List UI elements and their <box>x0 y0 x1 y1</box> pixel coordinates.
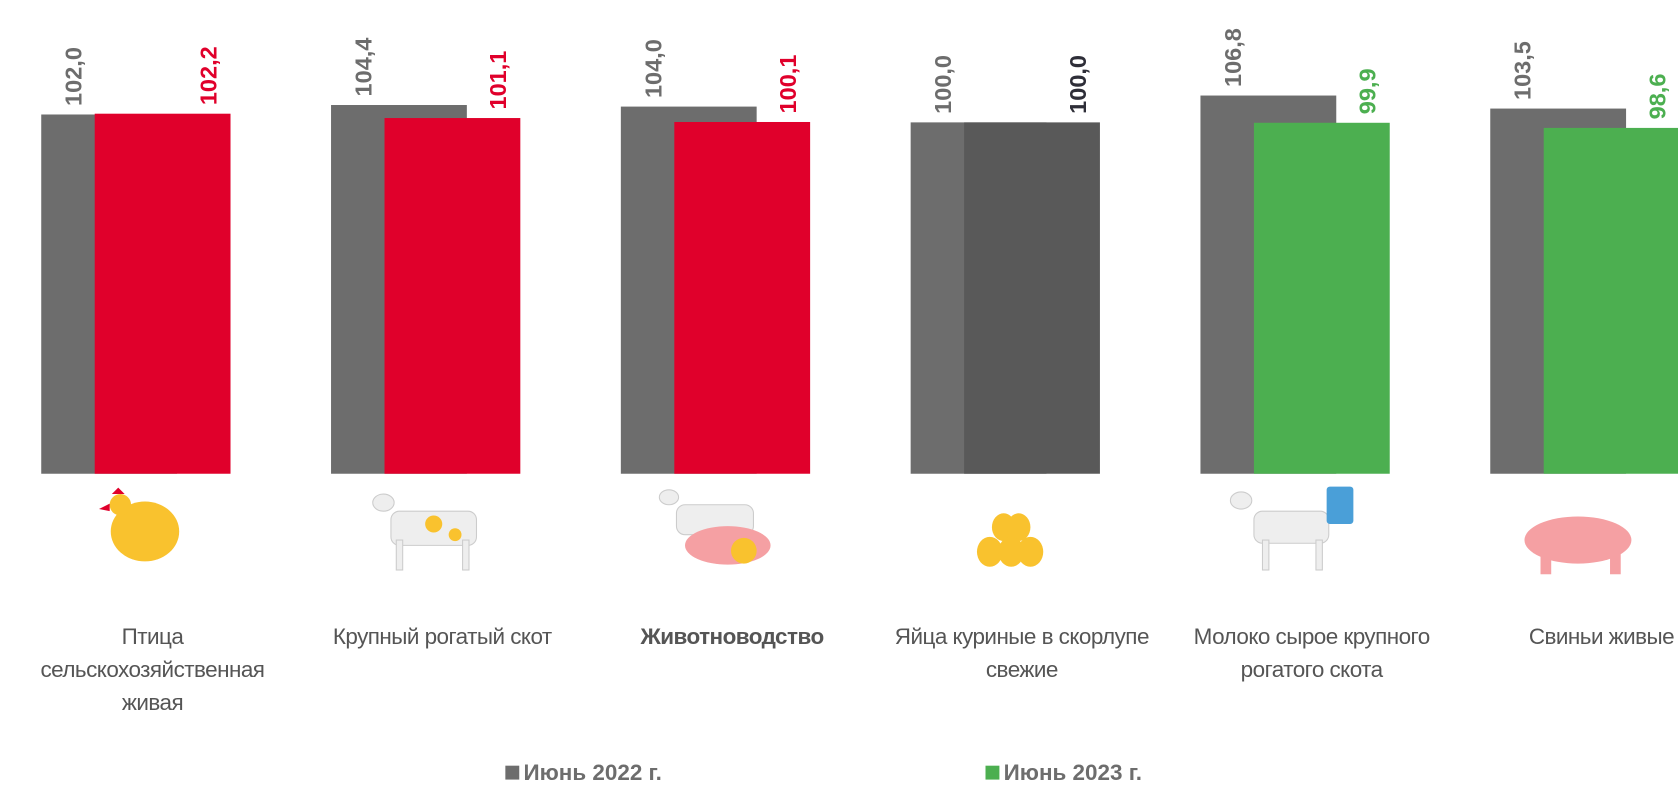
category-box: Яйца куриные в скорлупе свежие <box>894 624 1150 683</box>
icons <box>98 486 1632 575</box>
category-label: Яйца куриные в скорлупе свежие <box>894 624 1150 683</box>
value-label: 102,0 <box>61 47 87 106</box>
value-label: 99,9 <box>1355 68 1381 114</box>
category-box: Животноводство <box>640 624 824 650</box>
legend-swatch <box>985 765 1000 780</box>
category-box: Птица сельскохозяйственная живая <box>40 624 265 716</box>
value-label: 104,0 <box>640 39 666 98</box>
value-label: 100,0 <box>930 55 956 114</box>
bar <box>674 121 811 474</box>
legend-label: Июнь 2022 г. <box>524 760 662 785</box>
category-label: Птица сельскохозяйственная живая <box>40 624 265 716</box>
value-label: 101,1 <box>485 51 511 110</box>
value-label: 98,6 <box>1644 74 1670 120</box>
bar <box>94 113 231 474</box>
bar <box>384 118 521 474</box>
category-box: Крупный рогатый скот <box>332 624 552 650</box>
value-label: 106,8 <box>1220 28 1246 87</box>
value-label: 104,4 <box>350 38 376 97</box>
category-label: Животноводство <box>640 624 824 650</box>
category-label: Молоко сырое крупного рогатого скота <box>1193 624 1431 683</box>
value-label: 100,1 <box>775 55 801 114</box>
value-label: 102,2 <box>195 46 221 105</box>
legend-label: Июнь 2023 г. <box>1004 760 1142 785</box>
category-label: Крупный рогатый скот <box>332 624 552 650</box>
value-label: 100,0 <box>1065 55 1091 114</box>
category-box: Молоко сырое крупного рогатого скота <box>1193 624 1431 683</box>
plot: 102,0 102,2 Птица сельскохозяйственная жив… <box>40 28 1678 716</box>
legend-swatch <box>505 765 520 780</box>
bar <box>1253 122 1390 474</box>
bar <box>1543 127 1678 474</box>
category-box: Свиньи живые <box>1528 624 1675 650</box>
bar <box>964 122 1100 474</box>
value-label: 103,5 <box>1510 41 1536 100</box>
category-label: Свиньи живые <box>1528 624 1675 650</box>
